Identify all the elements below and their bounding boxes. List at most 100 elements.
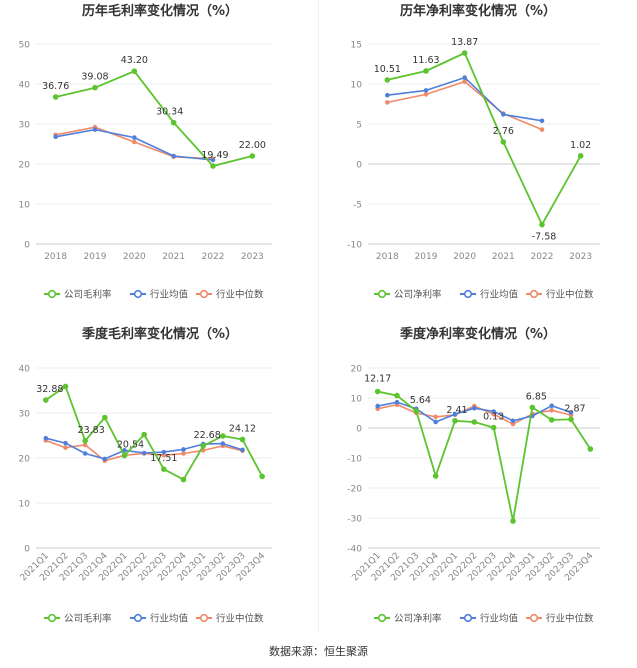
y-tick-label: 5 <box>356 121 362 131</box>
legend-item: 行业均值 <box>130 289 189 301</box>
data-point <box>220 441 226 446</box>
legend-label: 行业中位数 <box>216 613 264 625</box>
legend-marker <box>133 289 143 299</box>
legend-item: 公司净利率 <box>374 289 442 301</box>
y-tick-label: 0 <box>356 161 362 171</box>
data-label: 5.64 <box>410 395 431 406</box>
data-point <box>394 399 400 405</box>
data-point <box>539 221 545 228</box>
data-point <box>433 414 438 420</box>
y-tick-label: -40 <box>347 545 362 555</box>
legend-label: 公司毛利率 <box>64 289 112 301</box>
y-tick-label: 0 <box>24 241 30 251</box>
data-label: 23.83 <box>78 425 105 436</box>
series-line <box>377 390 592 522</box>
data-label: 19.49 <box>201 150 228 161</box>
data-point <box>413 408 420 414</box>
data-point <box>181 451 186 456</box>
data-point <box>384 77 391 83</box>
data-point <box>490 424 497 431</box>
data-label: 22.68 <box>194 430 221 441</box>
data-point <box>539 127 545 132</box>
data-point <box>423 68 429 74</box>
y-tick-label: -10 <box>347 455 362 465</box>
y-tick-label: 0 <box>24 545 30 555</box>
x-tick-label: 2019 <box>415 252 438 262</box>
legend-item: 行业中位数 <box>526 289 594 301</box>
data-point <box>239 436 246 443</box>
legend-item: 公司毛利率 <box>44 613 112 625</box>
y-tick-label: 15 <box>351 41 362 51</box>
y-tick-label: 40 <box>19 365 31 375</box>
data-point <box>568 410 574 415</box>
legend-label: 行业中位数 <box>546 613 594 625</box>
data-point <box>62 383 69 390</box>
chart-panel-4: 季度净利率变化情况（%）-40-30-20-10010202021Q12021Q… <box>347 326 600 625</box>
data-label: 17.51 <box>150 453 177 464</box>
data-point <box>210 163 216 169</box>
data-point <box>568 416 574 423</box>
y-tick-label: 40 <box>19 81 31 91</box>
legend-item: 公司净利率 <box>374 613 442 625</box>
data-point <box>210 157 216 163</box>
legend-label: 行业均值 <box>480 289 519 301</box>
legend-label: 行业均值 <box>480 613 519 625</box>
data-point <box>171 153 176 159</box>
data-label: 1.02 <box>570 140 591 151</box>
data-point <box>121 452 128 459</box>
legend-label: 公司净利率 <box>394 613 442 625</box>
data-point <box>491 409 496 414</box>
legend-item: 行业中位数 <box>196 289 264 301</box>
legend-marker <box>133 613 143 623</box>
data-point <box>472 405 477 411</box>
legend-label: 公司净利率 <box>394 289 442 301</box>
y-tick-label: -20 <box>347 485 362 495</box>
legend-label: 行业均值 <box>150 613 189 625</box>
data-label: 20.54 <box>117 440 144 451</box>
data-label: 30.34 <box>156 107 183 118</box>
data-point <box>240 447 245 453</box>
data-point <box>141 431 147 438</box>
data-label: 43.20 <box>121 55 148 66</box>
legend-marker <box>529 613 539 623</box>
data-point <box>53 134 58 140</box>
data-label: 13.87 <box>451 37 478 48</box>
data-point <box>82 451 88 456</box>
data-point <box>161 449 167 455</box>
y-tick-label: 20 <box>351 365 363 375</box>
data-label: 2.87 <box>564 403 585 414</box>
data-point <box>92 127 98 132</box>
data-point <box>462 79 467 84</box>
data-point <box>141 450 147 456</box>
data-point <box>82 437 88 444</box>
chart-panel-2: 历年净利率变化情况（%） -10 -5 0 5 10 15 2018 2019 2020 2021 2… <box>347 3 600 301</box>
x-tick-label: 2023 <box>569 252 592 262</box>
data-point <box>43 435 49 441</box>
legend-marker <box>377 289 387 299</box>
legend-label: 行业中位数 <box>216 289 264 301</box>
x-tick-label: 2018 <box>376 252 399 262</box>
data-point <box>462 75 467 80</box>
legend-marker <box>463 613 473 623</box>
data-point <box>549 408 554 413</box>
y-tick-label: -10 <box>347 241 362 251</box>
data-point <box>423 92 429 97</box>
data-point <box>500 139 507 145</box>
legend-item: 行业中位数 <box>526 613 594 625</box>
y-tick-label: 20 <box>19 161 31 171</box>
legend-item: 行业均值 <box>130 613 189 625</box>
data-point <box>548 417 555 423</box>
x-tick-label: 2019 <box>84 252 107 262</box>
data-label: 32.88 <box>36 384 63 395</box>
legend-marker <box>529 289 539 299</box>
chart-title: 历年毛利率变化情况（%） <box>82 3 238 19</box>
data-point <box>452 417 458 424</box>
x-tick-label: 2020 <box>123 252 146 262</box>
y-tick-label: 10 <box>351 395 363 405</box>
data-point <box>529 404 536 411</box>
data-point <box>132 135 137 140</box>
data-label: 12.17 <box>364 373 391 384</box>
y-tick-label: -5 <box>353 201 362 211</box>
data-label: 39.08 <box>81 72 108 83</box>
data-point <box>102 414 108 421</box>
